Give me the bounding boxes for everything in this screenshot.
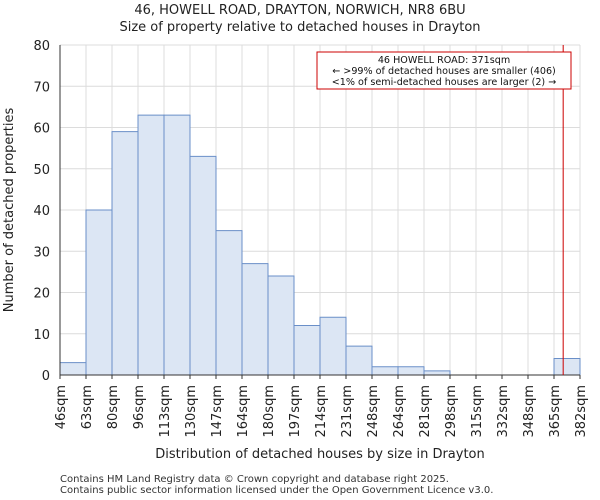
x-tick-label: 214sqm [314,385,329,438]
annotation-line-2: ← >99% of detached houses are smaller (4… [332,66,556,77]
y-tick-label: 50 [33,163,50,178]
histogram-bar [59,362,87,376]
x-tick-label: 96sqm [132,385,147,429]
histogram-bar [397,366,425,376]
y-tick-label: 20 [33,287,50,302]
histogram-bar [137,114,165,376]
histogram-bar [319,316,347,376]
histogram-bar [553,358,581,376]
histogram-bar [423,370,451,376]
histogram-bar [267,275,295,376]
histogram-bar [85,209,113,376]
x-tick-label: 164sqm [236,385,251,438]
annotation-box [316,51,572,90]
chart-title: 46, HOWELL ROAD, DRAYTON, NORWICH, NR8 6… [134,3,466,18]
y-tick-label: 60 [33,122,50,137]
x-tick-label: 197sqm [288,385,303,438]
histogram-bar [111,131,139,376]
x-tick-label: 315sqm [470,385,485,438]
footer-copyright: Contains HM Land Registry data © Crown c… [60,474,449,485]
x-tick-label: 365sqm [548,385,563,438]
x-tick-label: 80sqm [106,385,121,429]
x-tick-label: 130sqm [184,385,199,438]
chart-subtitle: Size of property relative to detached ho… [119,20,481,35]
x-tick-label: 281sqm [418,385,433,438]
annotation-line-1: 46 HOWELL ROAD: 371sqm [378,55,510,66]
y-tick-label: 70 [33,80,50,95]
footer-licence: Contains public sector information licen… [60,485,494,496]
y-tick-label: 30 [33,245,50,260]
histogram-bar [163,114,191,376]
y-tick-label: 0 [42,369,50,384]
x-tick-label: 264sqm [392,385,407,438]
x-tick-label: 63sqm [80,385,95,429]
x-tick-label: 180sqm [262,385,277,438]
x-tick-label: 248sqm [366,385,381,438]
y-tick-label: 40 [33,204,50,219]
y-axis-title: Number of detached properties [2,108,17,313]
histogram-bar [189,155,217,376]
histogram-bar [293,325,321,376]
x-axis-title: Distribution of detached houses by size … [155,447,485,462]
histogram-bar [345,345,373,376]
annotation-line-3: <1% of semi-detached houses are larger (… [332,77,557,88]
x-tick-label: 382sqm [574,385,589,438]
x-tick-label: 147sqm [210,385,225,438]
y-tick-label: 10 [33,328,50,343]
histogram-bar [215,230,243,376]
x-tick-label: 332sqm [496,385,511,438]
x-tick-label: 231sqm [340,385,355,438]
y-tick-label: 80 [33,39,50,54]
histogram-bar [241,263,269,376]
histogram-bar [371,366,399,376]
x-tick-label: 113sqm [158,385,173,438]
x-tick-label: 348sqm [522,385,537,438]
x-tick-label: 46sqm [54,385,69,429]
x-tick-label: 298sqm [444,385,459,438]
